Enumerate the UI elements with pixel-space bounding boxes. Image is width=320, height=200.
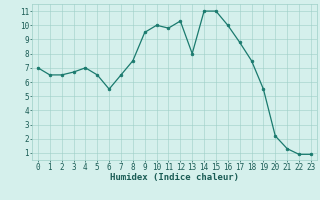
X-axis label: Humidex (Indice chaleur): Humidex (Indice chaleur) <box>110 173 239 182</box>
